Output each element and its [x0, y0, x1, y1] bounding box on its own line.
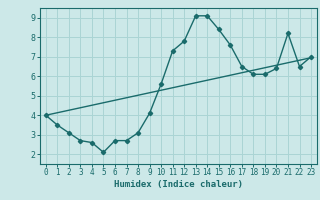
X-axis label: Humidex (Indice chaleur): Humidex (Indice chaleur): [114, 180, 243, 189]
